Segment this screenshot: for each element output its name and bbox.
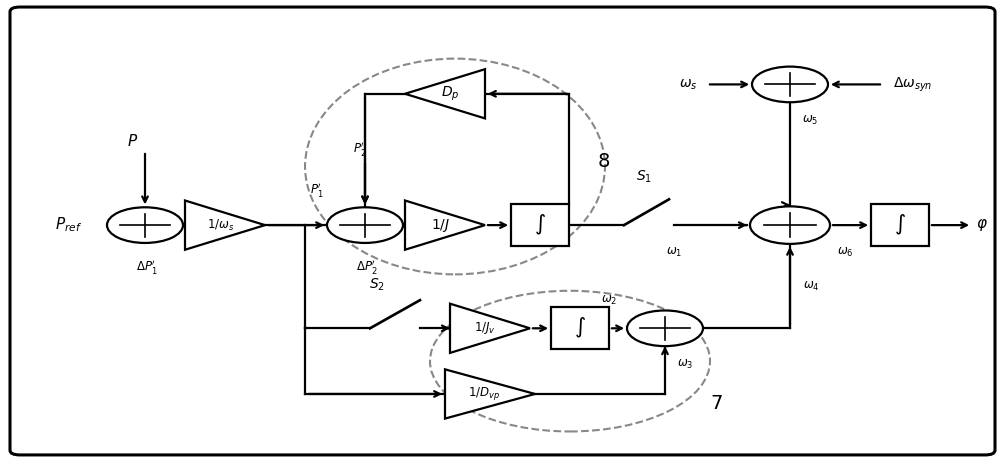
Text: $1/J$: $1/J$ (431, 217, 450, 234)
Polygon shape (450, 304, 530, 353)
Text: $1/\omega_s$: $1/\omega_s$ (207, 218, 234, 233)
Text: $P_2'$: $P_2'$ (353, 140, 367, 158)
Text: $\omega_6$: $\omega_6$ (837, 246, 853, 259)
Bar (871, 204, 929, 246)
Text: $\varphi$: $\varphi$ (976, 217, 988, 233)
Text: $D_p$: $D_p$ (441, 84, 459, 103)
Text: +: + (766, 214, 775, 225)
Text: $1/J_v$: $1/J_v$ (474, 320, 496, 336)
FancyBboxPatch shape (10, 7, 995, 455)
Text: +: + (789, 214, 798, 225)
Polygon shape (405, 69, 485, 119)
Text: $\omega_4$: $\omega_4$ (803, 280, 820, 293)
Text: −: − (788, 224, 798, 237)
Text: $\int$: $\int$ (574, 316, 586, 340)
Text: $\omega_3$: $\omega_3$ (677, 358, 693, 371)
Text: $P$: $P$ (127, 133, 139, 149)
Text: $8$: $8$ (597, 152, 611, 171)
Text: $\Delta P_1'$: $\Delta P_1'$ (136, 258, 158, 276)
Text: $7$: $7$ (710, 394, 723, 413)
Text: $\omega_5$: $\omega_5$ (802, 114, 818, 127)
Text: $\omega_2$: $\omega_2$ (601, 294, 617, 307)
Circle shape (627, 310, 703, 346)
Text: $\Delta\omega_{syn}$: $\Delta\omega_{syn}$ (893, 75, 932, 94)
Text: $\Delta P_2'$: $\Delta P_2'$ (356, 258, 378, 276)
Text: +: + (644, 318, 654, 332)
Text: +: + (345, 215, 356, 228)
Polygon shape (405, 201, 485, 250)
Text: −: − (142, 224, 154, 238)
Circle shape (750, 206, 830, 244)
Text: $\omega_1$: $\omega_1$ (666, 246, 682, 259)
Polygon shape (185, 201, 265, 250)
Text: +: + (663, 318, 673, 332)
Text: $1/D_{vp}$: $1/D_{vp}$ (468, 386, 501, 402)
Bar (551, 307, 609, 349)
Text: $P_{ref}$: $P_{ref}$ (55, 216, 82, 234)
Text: $P_1'$: $P_1'$ (310, 182, 324, 199)
Circle shape (752, 67, 828, 102)
Text: $\int$: $\int$ (534, 213, 546, 237)
Polygon shape (445, 370, 535, 418)
Circle shape (107, 207, 183, 243)
Text: $\omega_s$: $\omega_s$ (679, 77, 697, 91)
Text: −: − (362, 224, 374, 238)
Text: +: + (770, 75, 781, 88)
Text: $S_2$: $S_2$ (369, 277, 385, 293)
Text: $S_1$: $S_1$ (636, 169, 652, 185)
Text: 1: 1 (790, 78, 798, 89)
Text: $\int$: $\int$ (894, 213, 906, 237)
Text: +: + (125, 215, 136, 228)
Bar (511, 204, 569, 246)
Circle shape (327, 207, 403, 243)
Text: +: + (766, 224, 775, 234)
